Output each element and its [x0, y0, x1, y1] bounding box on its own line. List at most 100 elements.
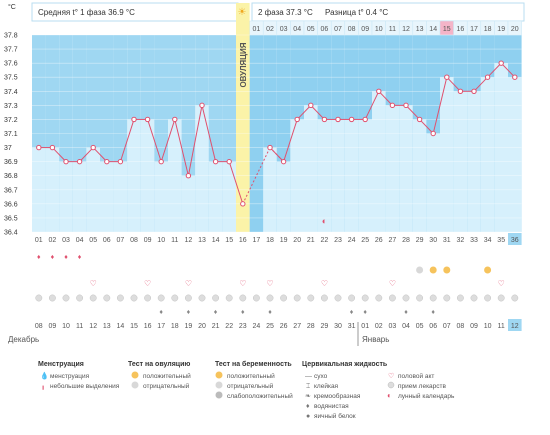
heart-icon: ♡	[389, 279, 396, 288]
legend-cervical-item-3: водянистая	[314, 403, 349, 410]
calendar-date-label: 14	[117, 323, 125, 330]
pill-icon	[416, 294, 424, 302]
top-day-label: 18	[484, 26, 492, 33]
pill-icon	[484, 294, 492, 302]
pill-icon	[387, 381, 395, 389]
pill-icon	[429, 294, 437, 302]
y-tick-label: 37.1	[4, 131, 18, 138]
temperature-fill	[113, 161, 128, 232]
cycle-day-label: 13	[198, 237, 206, 244]
top-day-label: 08	[348, 26, 356, 33]
temperature-fill	[385, 105, 400, 232]
top-day-label: 03	[280, 26, 288, 33]
temperature-fill	[304, 105, 318, 232]
y-tick-label: 36.5	[4, 215, 18, 222]
temperature-line-segment	[487, 62, 502, 78]
y-tick-label: 36.9	[4, 159, 18, 166]
calendar-date-label: 19	[185, 323, 193, 330]
legend-cervical-item-0: сухо	[314, 373, 328, 380]
cycle-day-label: 09	[144, 237, 152, 244]
temperature-point	[498, 60, 504, 66]
temperature-point	[104, 158, 110, 165]
temperature-line-segment	[187, 105, 203, 176]
calendar-date-label: 09	[49, 323, 57, 330]
legend-cervical-item-2: кремообразная	[314, 392, 361, 400]
calendar-date-label: 12	[89, 323, 97, 330]
pill-icon	[89, 294, 97, 302]
pill-icon	[130, 294, 138, 302]
legend-pregnancy-title: Тест на беременность	[215, 360, 292, 368]
temperature-point	[335, 116, 341, 123]
ovulation-negative-icon	[131, 381, 139, 389]
legend-pregnancy-item-2: слабоположительный	[227, 392, 293, 400]
calendar-date-label: 23	[239, 323, 247, 330]
temperature-point	[389, 102, 396, 109]
y-tick-label: 37.4	[4, 89, 18, 96]
legend-other-item-2: лунный календарь	[398, 392, 455, 400]
top-day-label: 19	[497, 26, 505, 33]
temperature-point	[512, 74, 518, 80]
legend-cervical-item-1: клейкая	[314, 382, 339, 390]
temperature-point	[444, 74, 450, 80]
cervical-fluid-icon: ♦	[214, 309, 218, 316]
sticky-icon: ⌶	[306, 383, 310, 390]
pill-icon	[157, 294, 165, 302]
dry-icon: —	[305, 373, 312, 380]
temperature-line-segment	[446, 76, 461, 92]
calendar-date-label: 07	[443, 323, 451, 330]
cycle-day-label: 23	[334, 237, 342, 244]
pill-icon	[443, 294, 451, 302]
pill-icon	[35, 294, 43, 302]
top-day-label: 12	[402, 26, 410, 33]
temperature-fill	[72, 161, 87, 232]
temperature-point	[144, 116, 151, 123]
marker-rows: 01 02 03 04 05 06 07 08 09 10 11 12 13 14 15 16 17 18 19 20…	[35, 216, 522, 331]
cycle-day-label: 21	[307, 237, 315, 244]
cervical-fluid-icon: ♦	[241, 309, 245, 316]
creamy-icon: ❧	[305, 393, 311, 400]
top-day-label: 16	[457, 26, 465, 33]
top-day-label: 20	[511, 26, 519, 33]
watery-icon: ♦	[306, 403, 310, 410]
calendar-date-label: 29	[321, 323, 329, 330]
top-day-label: 02	[266, 26, 274, 33]
cycle-day-label: 08	[130, 237, 138, 244]
y-tick-label: 36.8	[4, 173, 18, 180]
calendar-date-label: 20	[198, 323, 206, 330]
calendar-date-label: 15	[130, 323, 138, 330]
calendar-date-label: 08	[457, 323, 465, 330]
temperature-point	[185, 173, 192, 179]
sun-icon: ☀	[238, 7, 247, 18]
calendar-date-label: 13	[103, 323, 111, 330]
top-day-label: 17	[470, 26, 478, 33]
temperature-fill	[154, 161, 168, 232]
cycle-day-label: 32	[457, 237, 465, 244]
calendar-date-label: 28	[307, 323, 315, 330]
pill-icon	[252, 294, 260, 302]
cervical-fluid-icon: ♦	[431, 309, 435, 316]
cervical-fluid-icon: ♦	[268, 309, 272, 316]
cycle-day-label: 10	[157, 237, 165, 244]
legend-cervical-item-4: яичный белок	[314, 412, 356, 420]
cycle-day-label: 11	[171, 237, 178, 244]
pill-icon	[511, 294, 519, 302]
temperature-line-segment	[473, 76, 488, 92]
ovulation-test-icon	[429, 266, 437, 274]
temperature-line-segment	[500, 62, 516, 78]
pill-icon	[184, 294, 192, 302]
temperature-fill	[208, 161, 223, 232]
calendar-date-label: 09	[470, 323, 478, 330]
temperature-point	[280, 158, 287, 165]
y-tick-label: 36.7	[4, 187, 18, 194]
pill-icon	[225, 294, 233, 302]
spot-icon: ╻	[41, 383, 45, 390]
temperature-difference: Разница t° 0.4 °C	[325, 8, 388, 17]
calendar-date-label: 05	[416, 323, 424, 330]
temperature-point	[348, 116, 355, 123]
temperature-fill	[440, 77, 454, 232]
cycle-day-label: 33	[470, 237, 478, 244]
cycle-day-label: 24	[348, 237, 356, 244]
legend: Менструация 💧 менструация ╻ небольшие вы…	[38, 360, 455, 420]
cervical-fluid-icon: ♦	[363, 309, 367, 316]
